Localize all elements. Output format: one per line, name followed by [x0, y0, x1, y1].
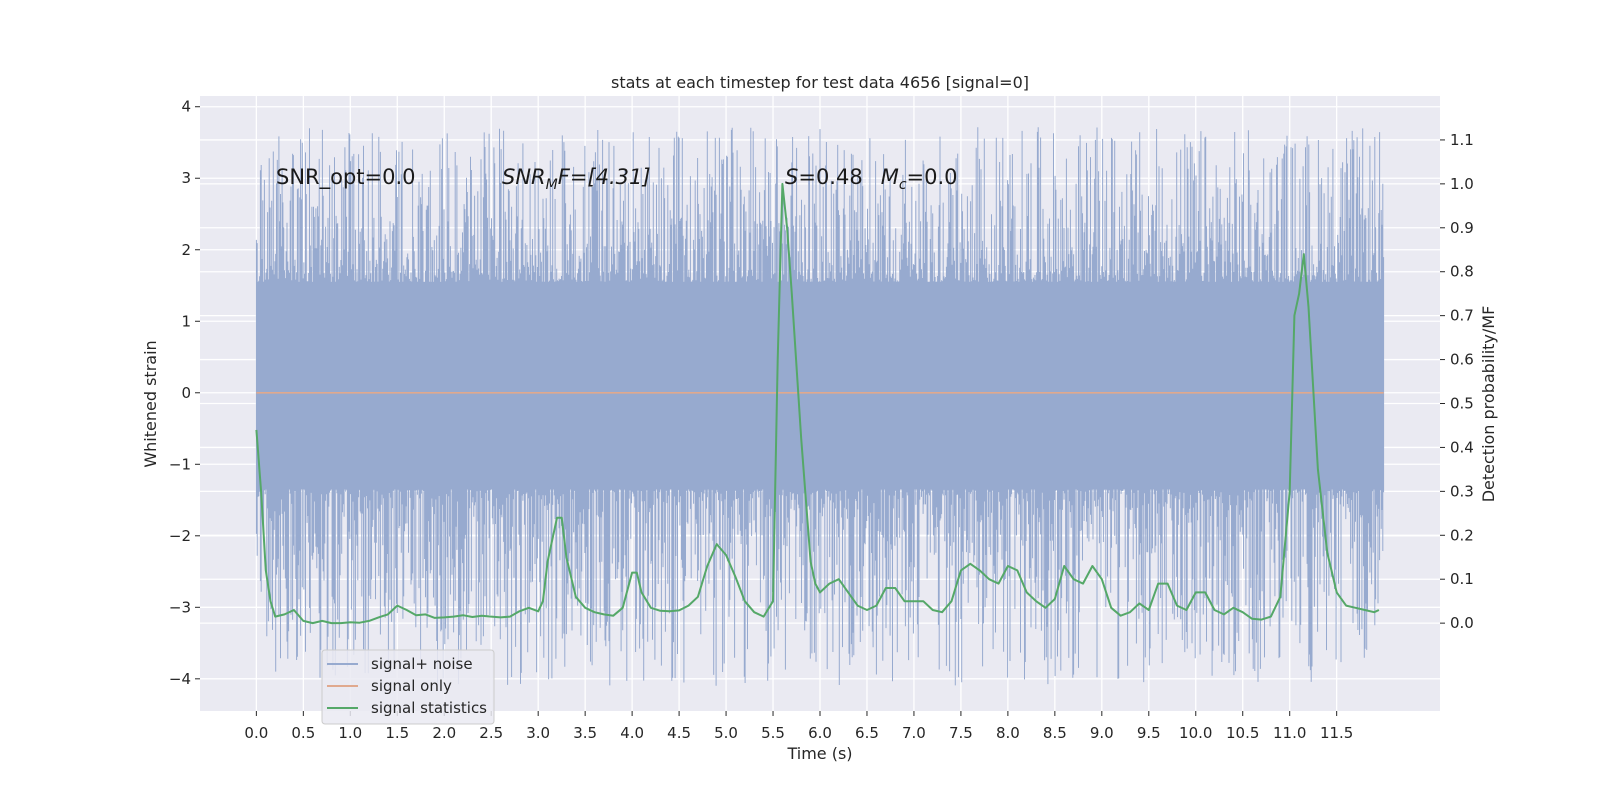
- x-tick-label: 2.5: [479, 724, 503, 742]
- x-tick-label: 3.0: [526, 724, 550, 742]
- chart-title: stats at each timestep for test data 465…: [611, 73, 1029, 92]
- x-tick-label: 7.0: [902, 724, 926, 742]
- y-tick-label: −2: [169, 527, 191, 545]
- x-tick-label: 1.0: [338, 724, 362, 742]
- y2-tick-label: 0.7: [1450, 307, 1474, 325]
- x-tick-label: 1.5: [385, 724, 409, 742]
- annotation-mc-sub: c: [899, 177, 907, 193]
- x-tick-label: 4.5: [667, 724, 691, 742]
- y2-axis-label: Detection probability/MF: [1479, 306, 1498, 503]
- annotation-snr-mf-rest: F=[4.31]: [558, 165, 651, 189]
- x-tick-label: 11.5: [1320, 724, 1353, 742]
- x-tick-label: 6.0: [808, 724, 832, 742]
- y2-tick-label: 0.9: [1450, 219, 1474, 237]
- x-tick-label: 5.0: [714, 724, 738, 742]
- y-tick-label: 2: [181, 241, 191, 259]
- x-tick-label: 9.5: [1137, 724, 1161, 742]
- y2-tick-label: 0.5: [1450, 395, 1474, 413]
- x-tick-label: 0.0: [244, 724, 268, 742]
- y2-tick-label: 0.0: [1450, 614, 1474, 632]
- legend-label-signal-noise: signal+ noise: [371, 655, 473, 673]
- y-tick-label: −4: [169, 670, 191, 688]
- legend: signal+ noise signal only signal statist…: [321, 649, 495, 725]
- y-tick-labels: 4 3 2 1 0 −1 −2 −3 −4: [169, 98, 200, 688]
- y-tick-label: 1: [181, 312, 191, 330]
- x-tick-label: 5.5: [761, 724, 785, 742]
- annotation-snr-mf-sub: M: [546, 177, 558, 193]
- x-tick-label: 8.5: [1043, 724, 1067, 742]
- x-tick-label: 9.0: [1090, 724, 1114, 742]
- y-tick-label: −1: [169, 455, 191, 473]
- y-tick-label: 0: [181, 384, 191, 402]
- y2-tick-label: 0.1: [1450, 570, 1474, 588]
- x-tick-label: 11.0: [1273, 724, 1306, 742]
- x-tick-label: 2.0: [432, 724, 456, 742]
- y-tick-label: 3: [181, 169, 191, 187]
- annotation-mc-label: M: [881, 165, 899, 189]
- noise-trace: [255, 127, 1385, 686]
- annotation-s-value: =0.48: [798, 165, 862, 189]
- x-tick-label: 8.0: [996, 724, 1020, 742]
- annotation-mc-value: =0.0: [907, 165, 958, 189]
- signal-statistics-line: [255, 182, 1380, 625]
- x-tick-label: 10.0: [1179, 724, 1212, 742]
- y2-tick-label: 1.0: [1450, 175, 1474, 193]
- legend-box: [321, 649, 495, 725]
- x-tick-labels: 0.0 0.5 1.0 1.5 2.0 2.5 3.0 3.5 4.0 4.5 5.0 5.5 6.0 6…: [244, 711, 1353, 742]
- y2-tick-label: 0.4: [1450, 438, 1474, 456]
- legend-label-signal-only: signal only: [371, 677, 452, 695]
- y2-tick-label: 0.8: [1450, 263, 1474, 281]
- x-tick-label: 0.5: [291, 724, 315, 742]
- x-axis-label: Time (s): [786, 744, 852, 763]
- x-tick-label: 3.5: [573, 724, 597, 742]
- y-tick-label: 4: [181, 98, 191, 116]
- legend-label-signal-statistics: signal statistics: [371, 699, 487, 717]
- series-signal-statistics: [255, 182, 1380, 625]
- y2-tick-label: 0.3: [1450, 482, 1474, 500]
- y2-tick-labels: 1.1 1.0 0.9 0.8 0.7 0.6 0.5 0.4 0.3 0.2 0.1 0.0: [1440, 131, 1474, 632]
- x-tick-label: 6.5: [855, 724, 879, 742]
- y2-tick-label: 0.2: [1450, 526, 1474, 544]
- x-tick-label: 7.5: [949, 724, 973, 742]
- y-axis-label: Whitened strain: [141, 340, 160, 467]
- annotation-s-label: S: [785, 165, 798, 189]
- x-tick-label: 10.5: [1226, 724, 1259, 742]
- y2-tick-label: 1.1: [1450, 131, 1474, 149]
- annotation-snr-mf: SNRMF=[4.31]: [502, 165, 651, 193]
- annotation-snr-opt: SNR_opt=0.0: [276, 165, 416, 190]
- annotation-s-mc: S=0.48 Mc=0.0: [785, 165, 958, 193]
- x-tick-label: 4.0: [620, 724, 644, 742]
- y2-tick-label: 0.6: [1450, 351, 1474, 369]
- annotation-snr-mf-base: SNR: [502, 165, 546, 189]
- y-tick-label: −3: [169, 598, 191, 616]
- series-signal-noise: [255, 127, 1385, 686]
